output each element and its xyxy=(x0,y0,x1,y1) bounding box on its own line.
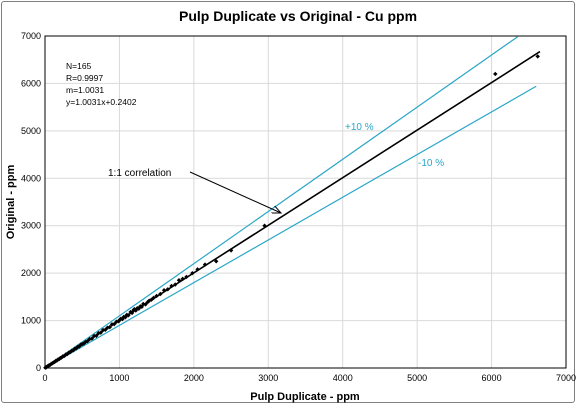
y-tick-label: 4000 xyxy=(21,173,41,183)
annotation-label: 1:1 correlation xyxy=(108,168,171,179)
data-point xyxy=(136,306,141,311)
x-tick-labels: 0 1000 2000 3000 4000 5000 6000 7000 xyxy=(42,373,576,383)
x-tick-label: 4000 xyxy=(333,373,353,383)
stat-slope: m=1.0031 xyxy=(66,85,104,95)
data-point xyxy=(173,282,178,287)
data-point xyxy=(161,288,167,293)
plot-area xyxy=(44,35,567,369)
annotation-arrow xyxy=(189,171,281,213)
data-point xyxy=(96,330,101,336)
plus-10-label: +10 % xyxy=(345,122,374,133)
data-point xyxy=(89,336,95,341)
data-point xyxy=(59,355,64,360)
x-axis-label: Pulp Duplicate - ppm xyxy=(250,391,360,403)
y-axis-label: Original - ppm xyxy=(5,165,17,240)
data-point xyxy=(190,270,195,276)
x-tick-label: 1000 xyxy=(109,373,129,383)
tolerance-band-line xyxy=(44,36,518,369)
y-tick-label: 0 xyxy=(36,363,41,373)
x-tick-label: 3000 xyxy=(258,373,278,383)
y-tick-label: 7000 xyxy=(21,31,41,41)
data-point xyxy=(176,278,182,283)
y-tick-label: 1000 xyxy=(21,316,41,326)
data-point xyxy=(98,330,104,335)
x-tick-label: 2000 xyxy=(184,373,204,383)
tolerance-band-line xyxy=(44,85,537,369)
data-point xyxy=(169,283,174,289)
data-point xyxy=(158,291,163,297)
data-point xyxy=(154,293,159,299)
data-points xyxy=(43,54,540,370)
y-tick-label: 3000 xyxy=(21,221,41,231)
data-point xyxy=(195,267,200,272)
chart-title: Pulp Duplicate vs Original - Cu ppm xyxy=(179,8,417,24)
data-point xyxy=(202,262,208,267)
data-point xyxy=(151,295,156,301)
data-point xyxy=(213,259,219,264)
statistics-box: N=165 R=0.9997 m=1.0031 y=1.0031x+0.2402 xyxy=(66,61,137,107)
x-tick-label: 6000 xyxy=(482,373,502,383)
stat-equation: y=1.0031x+0.2402 xyxy=(66,97,137,107)
data-point xyxy=(262,223,267,228)
x-tick-label: 7000 xyxy=(556,373,576,383)
stat-r: R=0.9997 xyxy=(66,73,103,83)
data-point xyxy=(103,327,108,333)
data-point xyxy=(165,287,171,292)
data-point xyxy=(94,333,99,338)
stat-n: N=165 xyxy=(66,61,92,71)
tolerance-bands xyxy=(44,36,537,369)
x-tick-label: 0 xyxy=(42,373,47,383)
data-point xyxy=(107,325,112,330)
data-point xyxy=(126,313,131,318)
data-point xyxy=(112,321,117,327)
x-tick-label: 5000 xyxy=(407,373,427,383)
minus-10-label: -10 % xyxy=(418,158,444,169)
data-point xyxy=(143,302,148,307)
data-point xyxy=(180,276,185,282)
y-tick-label: 5000 xyxy=(21,126,41,136)
y-tick-label: 6000 xyxy=(21,78,41,88)
y-tick-label: 2000 xyxy=(21,268,41,278)
y-tick-labels: 0 1000 2000 3000 4000 5000 6000 7000 xyxy=(21,31,41,373)
data-point xyxy=(228,248,234,253)
data-point xyxy=(91,333,97,339)
data-point xyxy=(535,54,540,59)
data-point xyxy=(493,71,498,77)
data-point xyxy=(184,274,189,280)
